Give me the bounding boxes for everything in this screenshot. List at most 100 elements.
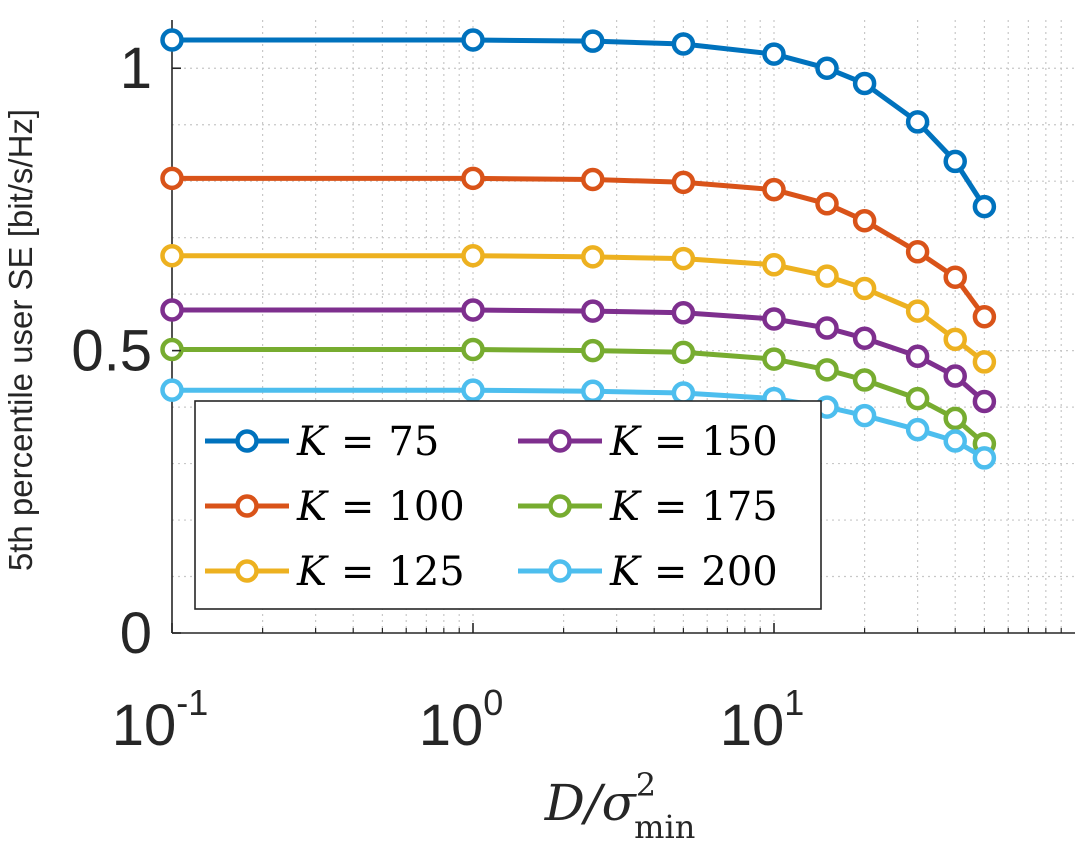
data-point: [905, 110, 930, 134]
data-point: [160, 166, 184, 191]
data-point: [972, 304, 997, 329]
legend-label: K = 75: [296, 419, 439, 465]
data-point: [461, 378, 485, 402]
data-point: [972, 389, 997, 414]
data-point: [762, 253, 786, 277]
x-tick-label: 101: [720, 682, 805, 758]
data-point: [581, 338, 605, 363]
legend-item: K = 75: [205, 419, 439, 465]
x-axis-label-sup: 2: [636, 766, 656, 804]
data-point: [943, 265, 967, 289]
axes: [171, 20, 1075, 634]
legend-label: K = 100: [296, 484, 465, 530]
tick-labels: 0 0.5 1 10-1 100 101: [71, 36, 1062, 758]
data-point: [581, 29, 605, 53]
x-axis-label-sub: min: [634, 808, 695, 842]
series-line: [172, 253, 986, 364]
legend-marker: [235, 429, 259, 453]
legend-item: K = 100: [205, 484, 465, 530]
data-point: [160, 378, 184, 402]
data-point: [852, 276, 877, 301]
data-point: [160, 28, 184, 52]
data-point: [852, 71, 877, 96]
series-125: [160, 243, 997, 374]
x-axis-label: D/σ2 min: [544, 766, 696, 842]
y-tick-label: 0: [120, 601, 152, 666]
data-point: [461, 243, 485, 268]
y-axis-label: 5th percentile user SE [bit/s/Hz]: [2, 109, 39, 571]
data-point: [815, 316, 839, 340]
legend-label: K = 200: [609, 549, 778, 595]
data-point: [972, 194, 997, 219]
data-point: [581, 299, 605, 323]
data-point: [852, 326, 877, 350]
data-point: [905, 240, 930, 264]
data-point: [815, 56, 839, 80]
data-point: [943, 364, 967, 388]
data-point: [852, 208, 877, 233]
data-point: [852, 368, 877, 392]
series-line: [172, 175, 987, 319]
data-point: [581, 379, 605, 404]
data-point: [461, 298, 485, 322]
legend-marker: [235, 559, 259, 583]
data-point: [943, 149, 967, 174]
data-point: [671, 170, 696, 195]
series-line: [172, 347, 987, 446]
legend-marker: [548, 494, 572, 518]
y-tick-label: 0.5: [71, 319, 152, 384]
data-point: [160, 298, 184, 322]
data-point: [943, 327, 967, 352]
legend-marker: [548, 429, 572, 453]
data-point: [160, 243, 184, 268]
x-tick-label: 10-1: [112, 682, 209, 758]
data-point: [461, 337, 485, 362]
legend-box: [194, 400, 822, 610]
x-tick-label: 100: [419, 682, 504, 758]
data-point: [943, 429, 967, 453]
data-point: [815, 358, 839, 382]
data-point: [972, 446, 997, 470]
data-point: [671, 32, 696, 56]
series-100: [160, 166, 997, 329]
data-point: [852, 403, 877, 428]
data-point: [815, 192, 839, 216]
data-point: [905, 417, 930, 442]
legend: K = 75 K = 100 K = 125 K = 150 K = 175 K = 200: [194, 400, 822, 610]
data-point: [762, 177, 786, 202]
legend-label: K = 175: [609, 484, 778, 530]
data-point: [905, 386, 930, 411]
series-line: [172, 37, 987, 208]
data-point: [461, 166, 485, 191]
data-point: [671, 301, 696, 325]
x-axis-label-base: D/σ: [544, 774, 638, 832]
data-point: [815, 264, 839, 288]
legend-marker: [235, 494, 259, 518]
data-point: [905, 344, 930, 369]
data-point: [581, 167, 605, 192]
legend-marker: [548, 559, 572, 583]
legend-item: K = 125: [205, 549, 465, 595]
data-point: [160, 337, 184, 362]
data-point: [461, 28, 485, 52]
legend-label: K = 150: [609, 419, 778, 465]
legend-label: K = 125: [296, 549, 465, 595]
data-point: [671, 246, 696, 271]
data-point: [581, 245, 605, 269]
data-point: [905, 299, 930, 323]
y-tick-label: 1: [120, 36, 152, 101]
data-point: [943, 406, 967, 431]
series-175: [160, 337, 997, 456]
legend-item: K = 175: [518, 484, 778, 530]
data-point: [972, 350, 997, 374]
data-point: [762, 347, 786, 371]
series-150: [160, 298, 997, 414]
data-point: [762, 307, 786, 331]
series-line: [172, 307, 987, 404]
legend-item: K = 150: [518, 419, 778, 465]
legend-item: K = 200: [518, 549, 778, 595]
data-point: [762, 42, 786, 66]
series-75: [160, 28, 997, 219]
data-point: [671, 381, 696, 405]
